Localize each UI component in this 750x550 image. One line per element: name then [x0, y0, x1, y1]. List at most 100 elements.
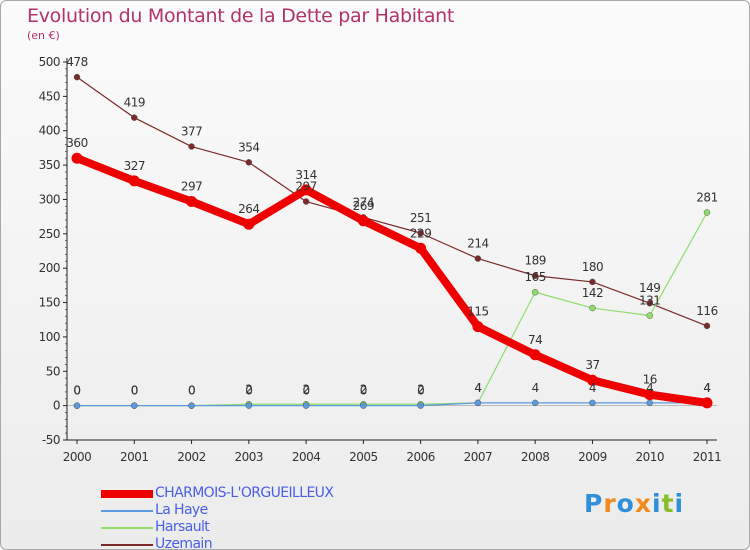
data-label: 0: [245, 384, 252, 398]
data-point: [531, 288, 539, 296]
data-label: 0: [303, 384, 310, 398]
legend-label: CHARMOIS-L'ORGUEILLEUX: [155, 485, 334, 501]
data-label: 264: [238, 202, 259, 216]
y-tick-label: 250: [39, 227, 60, 241]
x-tick-label: 2007: [464, 450, 493, 464]
data-point: [188, 143, 195, 150]
y-tick-label: 350: [39, 158, 60, 172]
x-tick-label: 2011: [693, 450, 722, 464]
data-point: [586, 374, 598, 386]
data-point: [703, 209, 711, 216]
y-tick-label: 400: [39, 124, 60, 138]
data-point: [128, 175, 140, 187]
data-label: 180: [582, 260, 603, 274]
data-label: 0: [417, 384, 424, 398]
y-tick-label: 0: [53, 399, 60, 413]
data-point: [357, 215, 369, 227]
data-label: 354: [238, 140, 259, 154]
data-point: [300, 184, 312, 196]
chart-subtitle: (en €): [27, 29, 60, 42]
y-tick-label: 200: [39, 261, 60, 275]
data-point: [589, 304, 596, 312]
x-tick-label: 2005: [349, 450, 378, 464]
data-point: [73, 73, 81, 81]
data-point: [589, 278, 596, 286]
data-label: 419: [124, 96, 145, 110]
data-label: 4: [474, 381, 481, 395]
data-point: [71, 152, 83, 164]
y-tick-label: -50: [42, 433, 60, 447]
data-label: 274: [353, 195, 374, 209]
y-tick-label: 50: [46, 364, 60, 378]
data-point: [186, 196, 198, 208]
data-point: [589, 399, 596, 407]
data-label: 142: [582, 286, 603, 300]
series-line: [76, 402, 708, 407]
data-point: [529, 349, 541, 361]
data-point: [701, 397, 713, 409]
data-label: 2: [303, 382, 310, 396]
data-label: 2: [245, 382, 252, 396]
data-point: [415, 242, 427, 254]
data-label: 4: [474, 381, 481, 395]
data-label: 297: [295, 180, 316, 194]
data-label: 281: [696, 191, 717, 205]
data-point: [131, 402, 138, 409]
data-label: 229: [410, 226, 431, 240]
data-point: [472, 321, 484, 333]
data-point: [646, 312, 653, 319]
data-label: 251: [410, 211, 431, 225]
data-point: [474, 255, 482, 262]
data-point: [188, 402, 195, 409]
data-label: 314: [295, 168, 316, 182]
data-point: [73, 402, 81, 409]
data-label: 327: [124, 159, 145, 173]
x-tick-label: 2000: [63, 450, 92, 464]
legend-label: Uzemain: [155, 536, 213, 550]
data-point: [646, 399, 653, 407]
data-label: 0: [131, 384, 138, 398]
data-label: 2: [360, 382, 367, 396]
data-label: 269: [353, 199, 374, 213]
data-label: 165: [524, 270, 545, 284]
y-tick-label: 150: [39, 296, 60, 310]
data-point: [131, 114, 138, 121]
y-tick-label: 450: [39, 89, 60, 103]
x-tick-label: 2006: [406, 450, 435, 464]
data-point: [245, 402, 253, 409]
data-label: 0: [188, 384, 195, 398]
data-point: [531, 272, 539, 279]
data-point: [302, 402, 310, 409]
data-label: 74: [528, 333, 542, 347]
data-label: 4: [703, 381, 710, 395]
legend-swatch: [101, 544, 153, 546]
x-tick-label: 2002: [177, 450, 206, 464]
y-tick-label: 300: [39, 192, 60, 206]
legend-swatch: [101, 510, 153, 512]
data-label: 2: [417, 382, 424, 396]
legend-label: Harsault: [155, 519, 210, 535]
data-label: 4: [589, 381, 596, 395]
y-tick-label: 100: [39, 330, 60, 344]
data-label: 189: [524, 254, 545, 268]
data-label: 16: [643, 373, 657, 387]
data-label: 115: [467, 305, 488, 319]
data-point: [245, 159, 253, 166]
data-point: [646, 299, 653, 307]
chart-title: Evolution du Montant de la Dette par Hab…: [27, 5, 455, 27]
x-tick-label: 2004: [292, 450, 321, 464]
data-point: [417, 402, 424, 409]
series-line: [73, 154, 711, 407]
data-label: 297: [181, 180, 202, 194]
data-label: 4: [532, 381, 539, 395]
data-label: 0: [73, 384, 80, 398]
legend-swatch: [101, 527, 153, 529]
data-label: 0: [360, 384, 367, 398]
x-tick-label: 2008: [521, 450, 550, 464]
data-label: 37: [585, 358, 599, 372]
data-label: 116: [696, 304, 717, 318]
data-point: [360, 402, 367, 409]
data-label: 214: [467, 237, 488, 251]
data-point: [302, 198, 310, 205]
